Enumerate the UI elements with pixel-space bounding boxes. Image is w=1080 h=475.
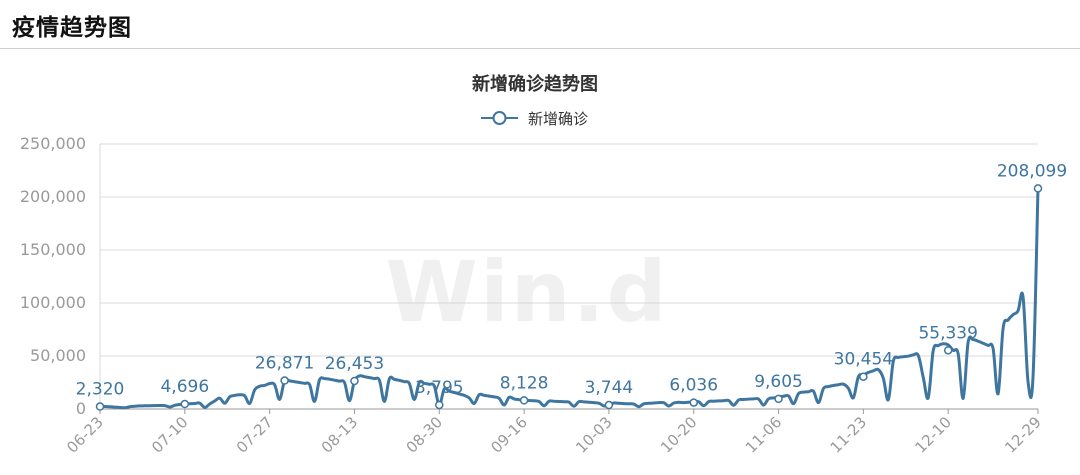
data-label: 8,128 [500, 373, 549, 393]
x-tick-label: 10-03 [572, 413, 616, 457]
line-chart: Win.d 新增确诊趋势图 新增确诊 0 50,000 100,000 150,000… [20, 73, 1067, 457]
data-label: 3,744 [585, 378, 634, 398]
data-point-marker [435, 400, 444, 410]
data-label: 26,453 [325, 354, 384, 374]
data-point-marker [689, 398, 698, 407]
x-axis: 06-23 07-10 07-27 08-13 08-30 09-16 10-03 10-20… [63, 408, 1045, 457]
data-point-marker [1033, 184, 1043, 193]
y-axis: 0 50,000 100,000 150,000 200,000 250,000 [20, 134, 101, 418]
legend-label: 新增确诊 [528, 110, 588, 128]
data-label: 6,036 [669, 376, 718, 396]
chart-title: 新增确诊趋势图 [472, 73, 598, 95]
data-label: 3,795 [415, 378, 464, 398]
data-point-marker [519, 396, 529, 405]
x-tick-label: 07-27 [233, 413, 277, 457]
data-point-marker [280, 376, 289, 385]
legend-circle-symbol [492, 111, 507, 125]
data-label: 2,320 [76, 380, 125, 400]
chart-container: Win.d 新增确诊趋势图 新增确诊 0 50,000 100,000 150,000… [0, 49, 1080, 471]
x-tick-label: 06-23 [63, 413, 107, 457]
data-label: 4,696 [160, 377, 209, 397]
watermark: Win.d [385, 243, 668, 341]
data-point-marker [943, 346, 953, 355]
x-tick-label: 08-30 [403, 413, 447, 457]
x-tick-label: 09-16 [487, 413, 531, 457]
y-tick-label: 150,000 [20, 240, 86, 259]
data-point-marker [859, 372, 868, 381]
page-header: 疫情趋势图 [0, 0, 1080, 49]
page-title: 疫情趋势图 [12, 15, 132, 41]
data-label: 208,099 [997, 161, 1067, 181]
y-tick-label: 100,000 [20, 293, 86, 312]
y-tick-label: 0 [76, 399, 86, 418]
data-point-marker [604, 400, 614, 410]
y-tick-label: 50,000 [30, 346, 86, 365]
data-label: 26,871 [255, 354, 314, 374]
x-tick-label: 11-23 [827, 413, 871, 457]
series-new-confirmed [99, 188, 1040, 410]
data-point-marker [180, 399, 190, 409]
data-point-marker [774, 394, 783, 404]
series-line-new-confirmed [99, 188, 1040, 410]
legend[interactable]: 新增确诊 [481, 110, 588, 128]
data-label: 55,339 [918, 323, 977, 343]
data-labels: 2,320 4,696 26,871 26,453 3,795 8,128 3,744 6,0… [76, 161, 1067, 411]
data-point-marker [350, 376, 359, 386]
data-label: 30,454 [834, 350, 893, 370]
data-label: 9,605 [754, 372, 803, 392]
x-tick-label: 07-10 [148, 413, 192, 457]
x-tick-label: 12-10 [911, 413, 955, 457]
data-point-marker [95, 402, 105, 411]
x-tick-label: 08-13 [318, 413, 362, 457]
x-tick-label: 10-20 [657, 413, 701, 457]
y-tick-label: 250,000 [20, 134, 86, 153]
y-tick-label: 200,000 [20, 187, 86, 206]
x-tick-label: 12-29 [1001, 413, 1045, 457]
x-tick-label: 11-06 [742, 413, 786, 457]
